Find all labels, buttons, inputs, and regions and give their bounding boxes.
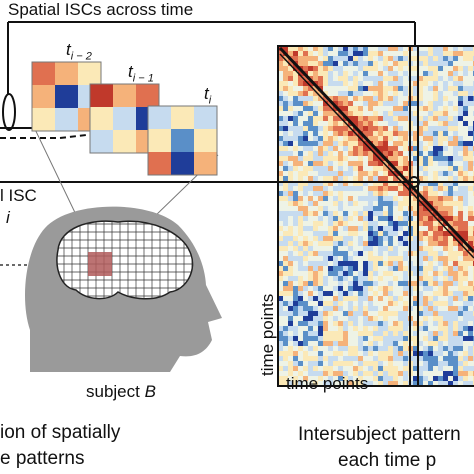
isc-matrix — [278, 46, 474, 386]
caption-right-line1: Intersubject pattern — [298, 424, 461, 445]
matrix-column-highlight — [409, 45, 419, 387]
matrix-diagonal-inner — [279, 53, 474, 259]
matrix-frame — [277, 45, 474, 387]
time-label-t-minus-2: ti − 2 — [66, 40, 92, 63]
left-header-line2: i — [6, 208, 10, 227]
roi-patch — [88, 252, 112, 276]
matrix-diagonal — [278, 46, 474, 254]
subject-label: subject B — [86, 382, 156, 401]
caption-left-line1: ion of spatially — [0, 422, 121, 443]
brain-outline — [56, 220, 194, 300]
caption-left-line2: e patterns — [0, 448, 85, 469]
timepoint-ellipse — [2, 93, 16, 131]
matrix-y-label: time points — [258, 293, 277, 376]
pattern-squares — [31, 61, 218, 176]
pattern-square-t-i — [147, 105, 218, 176]
matrix-x-label: time points — [286, 374, 369, 393]
caption-right-line2: each time p — [338, 450, 437, 471]
time-label-t-i: ti — [204, 84, 212, 107]
top-title: Spatial ISCs across time — [8, 0, 194, 19]
matrix-point-marker — [408, 176, 420, 188]
left-header-line1: l ISC — [0, 186, 37, 205]
time-label-t-minus-1: ti − 1 — [128, 62, 154, 85]
